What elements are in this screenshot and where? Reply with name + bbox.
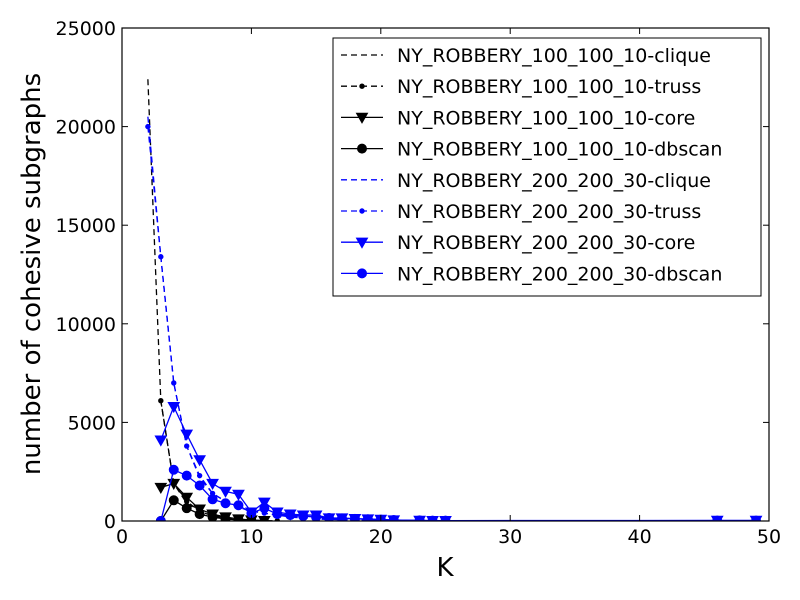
legend-item: NY_ROBBERY_100_100_10-core xyxy=(341,107,695,129)
y-tick-label: 5000 xyxy=(68,412,116,434)
data-point xyxy=(298,511,309,521)
legend-label: NY_ROBBERY_200_200_30-clique xyxy=(397,170,711,192)
data-point xyxy=(257,515,271,521)
x-axis-title: K xyxy=(436,553,454,583)
legend-label: NY_ROBBERY_200_200_30-dbscan xyxy=(397,263,722,285)
data-point xyxy=(154,482,168,494)
x-tick-label: 40 xyxy=(628,526,652,548)
x-tick-label: 10 xyxy=(239,526,263,548)
y-tick-label: 25000 xyxy=(56,18,116,40)
legend-marker xyxy=(357,143,367,154)
data-point xyxy=(388,515,399,521)
legend-marker xyxy=(359,208,365,214)
x-tick-label: 0 xyxy=(116,526,128,548)
legend: NY_ROBBERY_100_100_10-clique NY_ROBBERY_1… xyxy=(332,37,762,297)
data-point xyxy=(193,455,207,467)
legend-label: NY_ROBBERY_100_100_10-dbscan xyxy=(397,139,722,161)
data-point xyxy=(259,503,270,514)
data-point xyxy=(194,480,205,491)
series-8 xyxy=(155,464,762,521)
data-point xyxy=(180,429,194,441)
data-point xyxy=(336,513,347,521)
data-point xyxy=(158,398,164,404)
legend-marker xyxy=(355,237,369,249)
data-point xyxy=(154,435,168,447)
data-point xyxy=(220,498,231,509)
y-tick-label: 0 xyxy=(104,511,116,533)
legend-item: NY_ROBBERY_200_200_30-clique xyxy=(341,170,711,192)
legend-label: NY_ROBBERY_100_100_10-clique xyxy=(397,45,711,67)
data-point xyxy=(145,123,151,130)
x-tick-label: 30 xyxy=(498,526,522,548)
data-point xyxy=(285,510,296,521)
legend-marker xyxy=(357,268,367,279)
data-point xyxy=(206,478,219,491)
x-tick-label: 50 xyxy=(757,526,781,548)
legend-label: NY_ROBBERY_100_100_10-core xyxy=(397,107,695,129)
data-point xyxy=(233,515,244,521)
data-point xyxy=(194,509,205,520)
legend-item: NY_ROBBERY_100_100_10-truss xyxy=(341,76,701,98)
data-point xyxy=(171,380,177,386)
y-tick-label: 20000 xyxy=(56,117,116,139)
data-point xyxy=(257,497,271,509)
legend-item: NY_ROBBERY_200_200_30-truss xyxy=(341,201,701,223)
data-point xyxy=(233,500,244,511)
legend-label: NY_ROBBERY_100_100_10-truss xyxy=(397,76,701,98)
data-point xyxy=(155,516,166,521)
data-point xyxy=(168,464,179,475)
legend-item: NY_ROBBERY_100_100_10-dbscan xyxy=(341,139,722,161)
data-point xyxy=(167,401,181,414)
data-point xyxy=(184,443,190,449)
data-point xyxy=(272,509,283,520)
data-point xyxy=(181,470,192,481)
data-point xyxy=(362,514,373,521)
data-point xyxy=(196,472,203,479)
data-point xyxy=(180,492,194,504)
data-point xyxy=(181,503,192,514)
legend-item: NY_ROBBERY_100_100_10-clique xyxy=(341,45,711,67)
y-tick-label: 15000 xyxy=(56,215,116,237)
data-point xyxy=(158,254,164,260)
legend-marker xyxy=(359,83,365,89)
legend-marker xyxy=(355,112,369,124)
legend-item: NY_ROBBERY_200_200_30-core xyxy=(341,232,695,254)
legend-label: NY_ROBBERY_200_200_30-core xyxy=(397,232,695,254)
legend-frame xyxy=(332,37,762,297)
legend-label: NY_ROBBERY_200_200_30-truss xyxy=(397,201,701,223)
y-axis-title: number of cohesive subgraphs xyxy=(17,73,47,475)
data-point xyxy=(311,512,322,521)
data-point xyxy=(220,514,231,521)
data-point xyxy=(349,513,360,521)
y-tick-label: 10000 xyxy=(56,314,116,336)
data-point xyxy=(232,489,245,501)
plot-frame xyxy=(121,27,770,522)
legend-item: NY_ROBBERY_200_200_30-dbscan xyxy=(341,263,722,285)
data-point xyxy=(207,494,218,505)
data-point xyxy=(324,513,335,521)
data-point xyxy=(168,495,179,506)
x-tick-label: 20 xyxy=(369,526,393,548)
axes-ticks: 0 10 20 30 40 50 0 5000 10000 15000 20000 25000 xyxy=(56,18,782,548)
data-point xyxy=(219,486,232,498)
data-point xyxy=(207,512,218,521)
